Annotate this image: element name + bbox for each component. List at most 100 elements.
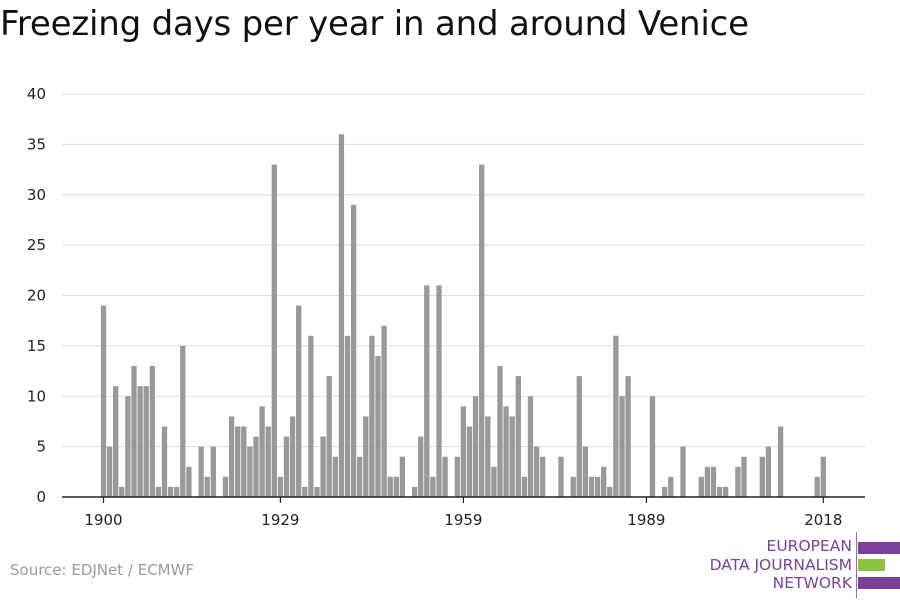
bar-2004 (735, 466, 741, 497)
bar-1933 (302, 486, 308, 497)
bar-2017 (814, 476, 820, 497)
bar-1980 (588, 476, 595, 497)
bar-1907 (143, 386, 149, 497)
x-tick-label: 1929 (261, 511, 299, 529)
logo-line-3: NETWORK (772, 574, 852, 592)
bar-1952 (418, 436, 424, 497)
bar-1908 (149, 366, 155, 497)
bar-1990 (649, 396, 656, 497)
edjnet-logo: EUROPEAN DATA JOURNALISM NETWORK (700, 532, 900, 600)
bar-1983 (607, 486, 613, 497)
chart-title: Freezing days per year in and around Ven… (0, 4, 749, 44)
bar-1985 (619, 396, 625, 497)
bar-1946 (381, 325, 387, 497)
y-tick-label: 40 (27, 85, 46, 103)
bar-1959 (460, 406, 467, 497)
bar-1911 (167, 486, 174, 497)
y-tick-label: 35 (27, 135, 46, 153)
bar-1930 (283, 436, 290, 497)
x-axis-ticks: 1900 1929 1959 1989 2018 (84, 497, 842, 529)
logo-bar-middle (858, 559, 885, 571)
bar-1960 (466, 426, 473, 497)
bar-1920 (222, 476, 229, 497)
bar-1993 (668, 476, 674, 497)
bar-1905 (131, 366, 137, 497)
bar-1916 (198, 446, 204, 498)
y-tick-label: 5 (36, 438, 46, 456)
bar-1932 (296, 305, 302, 497)
bar-1978 (576, 376, 582, 497)
bar-1968 (515, 376, 521, 497)
bar-1904 (125, 396, 131, 497)
bar-1910 (161, 426, 168, 497)
x-tick-label: 1989 (627, 511, 665, 529)
bar-1956 (442, 456, 448, 497)
bar-2009 (765, 446, 772, 498)
bar-1944 (369, 335, 375, 497)
y-tick-label: 0 (36, 488, 46, 506)
bar-1965 (497, 366, 503, 497)
bar-1922 (235, 426, 241, 497)
bar-1927 (265, 426, 271, 497)
bar-1947 (387, 476, 393, 497)
bar-1909 (155, 486, 162, 497)
x-tick-label: 1959 (444, 511, 482, 529)
y-tick-label: 20 (27, 287, 46, 305)
bar-1914 (186, 466, 192, 497)
bar-1963 (485, 416, 491, 497)
bar-1998 (698, 476, 704, 497)
bar-1929 (277, 476, 284, 497)
bar-1928 (271, 164, 277, 497)
bar-1977 (570, 476, 576, 497)
bar-1955 (436, 285, 442, 497)
bar-2011 (777, 426, 784, 497)
bar-1975 (558, 456, 564, 497)
bar-1923 (241, 426, 247, 497)
bars (100, 134, 826, 498)
logo-line-1: EUROPEAN (766, 537, 852, 555)
bar-1984 (613, 335, 619, 497)
bar-1995 (680, 446, 686, 498)
bar-1912 (174, 486, 180, 497)
bar-1958 (454, 456, 460, 497)
y-tick-label: 10 (27, 387, 46, 405)
bar-1970 (527, 396, 534, 497)
bar-1942 (357, 456, 363, 497)
bar-1936 (320, 436, 326, 497)
bar-1917 (204, 476, 210, 497)
bar-1925 (253, 436, 259, 497)
bar-1913 (180, 345, 186, 498)
bar-1940 (344, 335, 351, 497)
gridlines (62, 93, 865, 448)
bar-1949 (399, 456, 406, 497)
bar-1939 (338, 134, 345, 498)
logo-wordmark: EUROPEAN DATA JOURNALISM NETWORK (710, 537, 852, 593)
bar-1943 (363, 416, 369, 497)
bar-1979 (582, 446, 589, 498)
bar-1924 (247, 446, 253, 498)
bar-1982 (601, 466, 607, 497)
bar-2002 (723, 486, 729, 497)
bar-1938 (332, 456, 338, 497)
bar-1992 (662, 486, 668, 497)
logo-bar-top (858, 542, 900, 554)
logo-bar-bottom (858, 577, 900, 589)
bar-1967 (509, 416, 515, 497)
logo-divider (856, 532, 857, 598)
bar-1921 (228, 416, 235, 497)
bar-2008 (759, 456, 765, 497)
bar-1937 (326, 376, 332, 497)
y-tick-label: 25 (27, 236, 46, 254)
bar-1934 (308, 335, 314, 497)
bar-1972 (540, 456, 546, 497)
bar-1981 (594, 476, 601, 497)
bar-1903 (119, 486, 125, 497)
bar-1906 (137, 386, 143, 497)
bar-1951 (411, 486, 418, 497)
bar-1954 (430, 476, 436, 497)
y-tick-label: 30 (27, 186, 46, 204)
bar-1902 (113, 386, 119, 497)
bar-1948 (393, 476, 399, 497)
logo-line-2: DATA JOURNALISM (709, 555, 852, 574)
